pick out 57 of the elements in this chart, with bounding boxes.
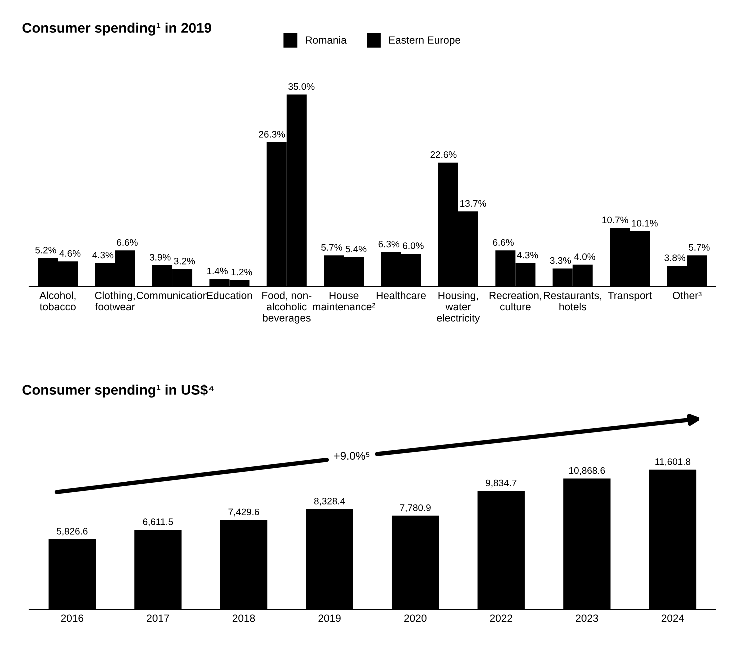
- data-label: 8,328.4: [314, 498, 346, 506]
- x-tick-label: 2018: [232, 614, 256, 622]
- x-tick-label: Communication: [136, 292, 208, 300]
- data-label: 6.6%: [493, 239, 514, 246]
- x-tick-label: 2017: [147, 614, 170, 622]
- data-label: 4.3%: [517, 252, 538, 259]
- data-label: 4.3%: [92, 252, 114, 259]
- x-tick-label: Education: [207, 292, 252, 300]
- data-label: 3.3%: [550, 257, 572, 264]
- x-tick-label: Alcohol, tobacco: [40, 292, 76, 311]
- data-label: 6.0%: [403, 242, 424, 250]
- x-tick-label: House maintenance²: [313, 292, 376, 311]
- x-tick-label: Food, non- alcoholic beverages: [262, 292, 312, 324]
- data-label: 3.9%: [150, 254, 171, 261]
- data-label: 5.4%: [346, 246, 367, 253]
- data-label: 10,868.6: [570, 467, 606, 476]
- data-label: 3.2%: [174, 258, 196, 265]
- data-label: 3.8%: [664, 254, 686, 262]
- data-label: 5.7%: [689, 244, 710, 251]
- x-tick-label: Clothing, footwear: [95, 292, 136, 311]
- data-label: 13.7%: [460, 200, 486, 208]
- data-label: 1.4%: [208, 268, 228, 275]
- x-tick-label: Housing, water electricity: [437, 292, 480, 324]
- x-tick-label: 2022: [490, 614, 512, 622]
- data-label: 6.6%: [117, 239, 138, 246]
- data-label: 7,429.6: [228, 508, 260, 517]
- data-label: 26.3%: [259, 131, 286, 138]
- x-tick-label: 2020: [404, 614, 427, 622]
- data-label: 4.6%: [60, 250, 81, 257]
- text: +9.0%⁵: [334, 452, 370, 460]
- data-label: 4.0%: [574, 254, 596, 260]
- data-label: 6.3%: [378, 240, 400, 248]
- data-label: 10.7%: [602, 216, 628, 224]
- x-tick-label: Recreation, culture: [490, 292, 542, 311]
- data-label: 11,601.8: [656, 458, 691, 466]
- data-label: 5.7%: [322, 244, 342, 251]
- legend-label: Eastern Europe: [389, 36, 461, 46]
- x-tick-label: Transport: [608, 292, 652, 302]
- chart-title: Consumer spending¹ in US$⁴: [22, 384, 214, 398]
- data-label: 35.0%: [288, 83, 315, 90]
- x-tick-label: Restaurants, hotels: [544, 292, 602, 311]
- data-label: 7,780.9: [400, 504, 431, 512]
- x-tick-label: 2023: [576, 614, 598, 622]
- data-label: 9,834.7: [486, 480, 517, 488]
- x-tick-label: 2019: [318, 614, 341, 622]
- x-tick-label: 2016: [61, 614, 84, 622]
- legend-label: Romania: [306, 36, 347, 44]
- x-tick-label: 2024: [662, 614, 684, 622]
- data-label: 5,826.6: [57, 528, 88, 536]
- x-tick-label: Other³: [672, 292, 702, 300]
- data-label: 1.2%: [232, 268, 252, 276]
- data-label: 10.1%: [632, 220, 658, 227]
- data-label: 6,611.5: [143, 518, 174, 526]
- data-label: 5.2%: [36, 247, 56, 254]
- x-tick-label: Healthcare: [376, 292, 426, 300]
- data-label: 22.6%: [430, 152, 457, 158]
- chart-title: Consumer spending¹ in 2019: [22, 22, 212, 36]
